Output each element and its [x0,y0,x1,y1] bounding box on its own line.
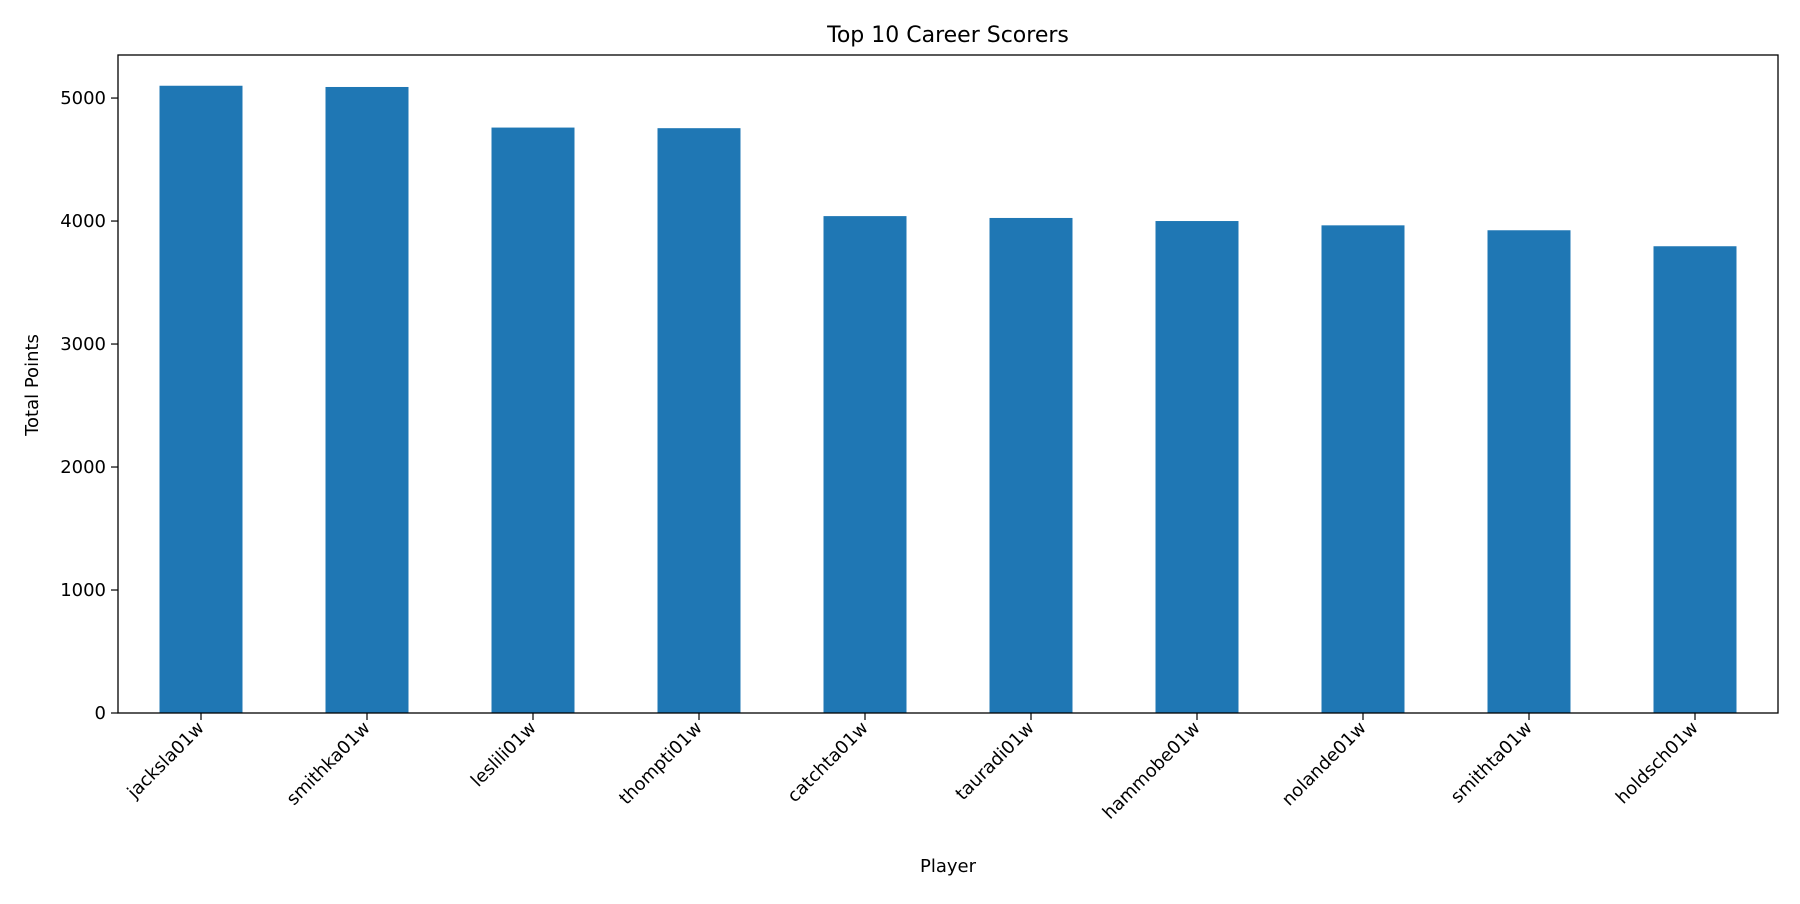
x-tick-label-jacksla01w: jacksla01w [123,718,209,804]
y-tick-label-0: 0 [95,703,106,724]
plot-frame [117,54,1779,714]
x-tick-label-tauradi01w: tauradi01w [952,718,1039,805]
bar-jacksla01w [159,85,243,713]
bar-catchta01w [823,216,907,714]
bar-leslili01w [491,127,575,714]
bar-holdsch01w [1653,246,1737,713]
bar-tauradi01w [989,217,1073,713]
axes-group [117,54,1779,714]
x-tick-label-nolande01w: nolande01w [1278,718,1371,811]
x-tick-label-leslili01w: leslili01w [467,718,541,792]
y-tick-label-3000: 3000 [60,334,106,355]
bars-group [159,85,1737,714]
bar-thompti01w [657,128,741,713]
x-tick-label-hammobe01w: hammobe01w [1099,718,1205,824]
bar-smithka01w [325,86,409,714]
x-axis-label: Player [920,856,977,877]
y-axis-label: Total Points [22,334,43,437]
x-tick-label-smithka01w: smithka01w [283,718,375,810]
x-tick-label-catchta01w: catchta01w [783,718,872,807]
chart-title: Top 10 Career Scorers [826,23,1069,48]
y-ticks-group: 0 1000 2000 3000 4000 5000 [60,88,118,724]
x-tick-label-smithta01w: smithta01w [1447,718,1537,808]
y-tick-label-4000: 4000 [60,211,106,232]
y-tick-label-1000: 1000 [60,580,106,601]
y-tick-label-5000: 5000 [60,88,106,109]
bar-smithta01w [1487,230,1571,713]
x-tick-label-thompti01w: thompti01w [615,718,706,809]
y-tick-label-2000: 2000 [60,457,106,478]
bar-hammobe01w [1155,221,1239,713]
x-tick-label-holdsch01w: holdsch01w [1612,718,1703,809]
bar-nolande01w [1321,225,1405,714]
x-ticks-group: jacksla01w smithka01w leslili01w thompti01w… [123,713,1703,824]
